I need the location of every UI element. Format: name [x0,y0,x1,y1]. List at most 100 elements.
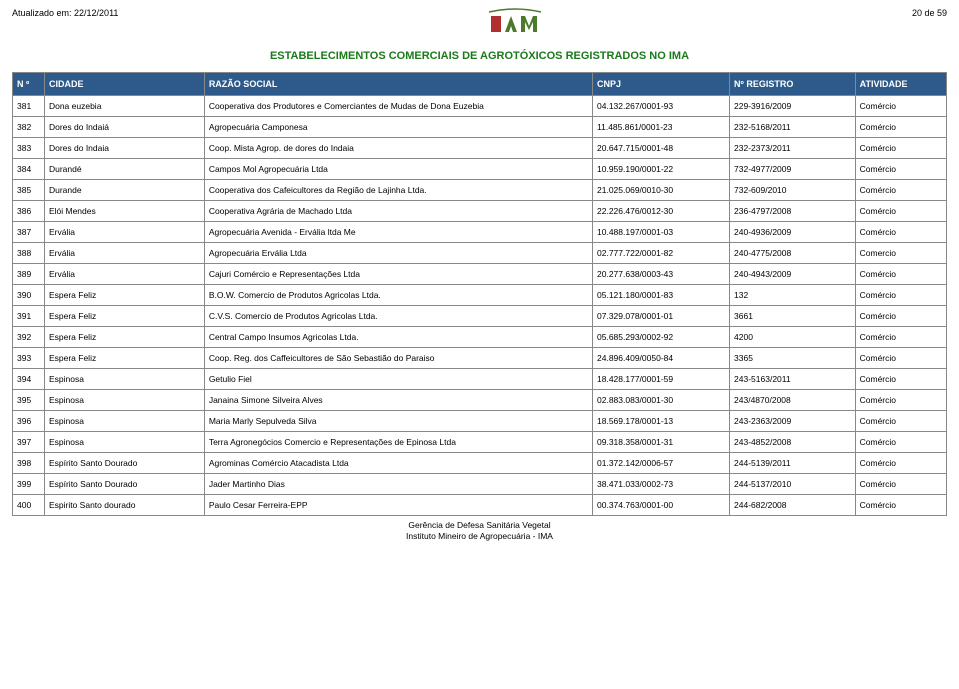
table-row: 391Espera FelizC.V.S. Comercio de Produt… [13,306,947,327]
table-row: 387ErváliaAgropecuária Avenida - Ervália… [13,222,947,243]
table-cell: 04.132.267/0001-93 [593,96,730,117]
table-cell: Comércio [855,117,946,138]
col-header-atividade: ATIVIDADE [855,73,946,96]
table-cell: Comércio [855,285,946,306]
table-cell: 240-4943/2009 [730,264,856,285]
table-cell: Comércio [855,222,946,243]
table-row: 389ErváliaCajuri Comércio e Representaçõ… [13,264,947,285]
table-cell: Espera Feliz [44,306,204,327]
table-row: 384DurandéCampos Mol Agropecuária Ltda10… [13,159,947,180]
table-cell: 398 [13,453,45,474]
table-row: 393Espera FelizCoop. Reg. dos Caffeicult… [13,348,947,369]
table-cell: Espinosa [44,432,204,453]
table-cell: Comércio [855,327,946,348]
table-cell: 390 [13,285,45,306]
table-cell: 244-5139/2011 [730,453,856,474]
updated-date: Atualizado em: 22/12/2011 [12,8,118,18]
table-cell: Terra Agronegócios Comercio e Representa… [204,432,592,453]
table-cell: Comércio [855,432,946,453]
table-cell: 383 [13,138,45,159]
table-cell: Ervália [44,222,204,243]
footer: Gerência de Defesa Sanitária Vegetal Ins… [12,520,947,542]
table-cell: Comércio [855,369,946,390]
table-cell: 396 [13,411,45,432]
table-cell: 243-4852/2008 [730,432,856,453]
table-cell: Agropecuária Ervália Ltda [204,243,592,264]
table-cell: Elói Mendes [44,201,204,222]
table-cell: 20.647.715/0001-48 [593,138,730,159]
table-cell: Ervália [44,243,204,264]
table-cell: Durandé [44,159,204,180]
table-row: 382Dores do IndaiáAgropecuária Camponesa… [13,117,947,138]
table-cell: Comercio [855,243,946,264]
table-cell: Campos Mol Agropecuária Ltda [204,159,592,180]
table-cell: 21.025.069/0010-30 [593,180,730,201]
table-cell: 732-4977/2009 [730,159,856,180]
table-cell: Cajuri Comércio e Representações Ltda [204,264,592,285]
table-cell: 386 [13,201,45,222]
table-cell: 236-4797/2008 [730,201,856,222]
table-cell: Agropecuária Camponesa [204,117,592,138]
table-row: 399Espírito Santo DouradoJader Martinho … [13,474,947,495]
table-cell: Comércio [855,180,946,201]
table-cell: Espera Feliz [44,285,204,306]
table-cell: 02.777.722/0001-82 [593,243,730,264]
table-cell: Espinosa [44,411,204,432]
table-cell: 05.121.180/0001-83 [593,285,730,306]
table-cell: Comércio [855,306,946,327]
table-row: 386Elói MendesCooperativa Agrária de Mac… [13,201,947,222]
table-cell: Espirito Santo dourado [44,495,204,516]
table-cell: 18.428.177/0001-59 [593,369,730,390]
table-cell: Comércio [855,348,946,369]
col-header-n: N º [13,73,45,96]
table-cell: Dona euzebia [44,96,204,117]
table-cell: 389 [13,264,45,285]
table-cell: Comércio [855,474,946,495]
footer-line1: Gerência de Defesa Sanitária Vegetal [12,520,947,531]
table-cell: 732-609/2010 [730,180,856,201]
table-cell: Comércio [855,96,946,117]
col-header-cnpj: CNPJ [593,73,730,96]
table-cell: Getulio Fiel [204,369,592,390]
table-cell: 10.959.190/0001-22 [593,159,730,180]
table-cell: 09.318.358/0001-31 [593,432,730,453]
table-cell: 384 [13,159,45,180]
table-cell: Jader Martinho Dias [204,474,592,495]
table-cell: 385 [13,180,45,201]
table-cell: Espírito Santo Dourado [44,453,204,474]
table-cell: 392 [13,327,45,348]
table-row: 392Espera FelizCentral Campo Insumos Agr… [13,327,947,348]
footer-line2: Instituto Mineiro de Agropecuária - IMA [12,531,947,542]
table-cell: 244-5137/2010 [730,474,856,495]
table-cell: Janaina Simone Silveira Alves [204,390,592,411]
col-header-razao: RAZÃO SOCIAL [204,73,592,96]
table-cell: 387 [13,222,45,243]
table-cell: 38.471.033/0002-73 [593,474,730,495]
table-cell: 382 [13,117,45,138]
table-cell: C.V.S. Comercio de Produtos Agricolas Lt… [204,306,592,327]
table-cell: Agropecuária Avenida - Ervália ltda Me [204,222,592,243]
table-row: 400Espirito Santo douradoPaulo Cesar Fer… [13,495,947,516]
table-cell: Espinosa [44,390,204,411]
table-cell: Comércio [855,159,946,180]
table-row: 381Dona euzebiaCooperativa dos Produtore… [13,96,947,117]
table-cell: 232-5168/2011 [730,117,856,138]
table-cell: 07.329.078/0001-01 [593,306,730,327]
table-row: 398Espírito Santo DouradoAgrominas Comér… [13,453,947,474]
table-row: 388ErváliaAgropecuária Ervália Ltda02.77… [13,243,947,264]
table-cell: 00.374.763/0001-00 [593,495,730,516]
table-cell: 20.277.638/0003-43 [593,264,730,285]
table-cell: 244-682/2008 [730,495,856,516]
table-row: 397EspinosaTerra Agronegócios Comercio e… [13,432,947,453]
table-cell: 229-3916/2009 [730,96,856,117]
table-cell: Comércio [855,201,946,222]
table-cell: 393 [13,348,45,369]
table-cell: 3661 [730,306,856,327]
table-cell: 05.685.293/0002-92 [593,327,730,348]
table-row: 390Espera FelizB.O.W. Comercio de Produt… [13,285,947,306]
table-cell: Paulo Cesar Ferreira-EPP [204,495,592,516]
table-cell: Espírito Santo Dourado [44,474,204,495]
table-header-row: N º CIDADE RAZÃO SOCIAL CNPJ Nº REGISTRO… [13,73,947,96]
table-cell: 391 [13,306,45,327]
table-cell: 240-4936/2009 [730,222,856,243]
